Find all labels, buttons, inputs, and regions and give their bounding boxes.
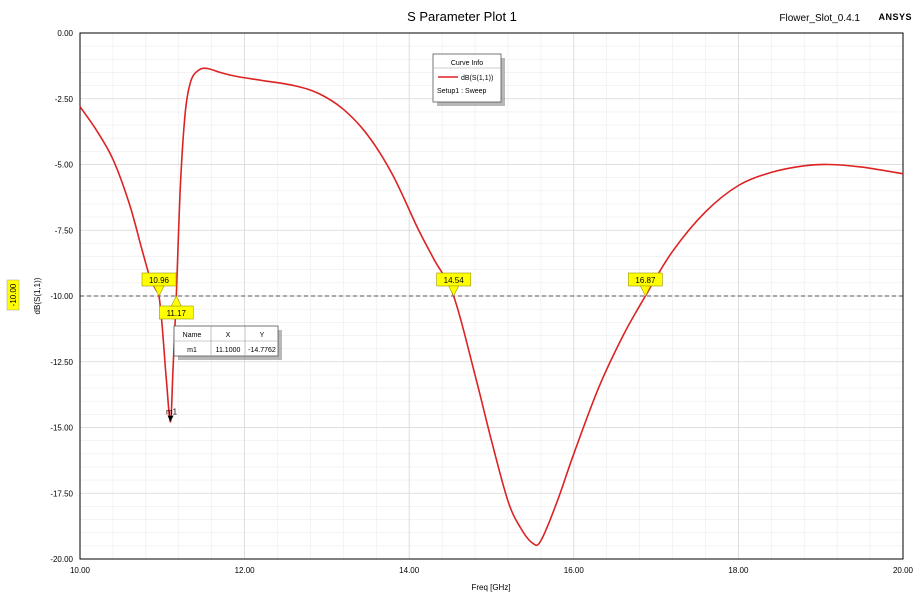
marker-label: 14.54 xyxy=(444,276,465,285)
table-header-y: Y xyxy=(260,332,265,339)
x-tick-label: 12.00 xyxy=(235,566,256,575)
x-axis-label: Freq [GHz] xyxy=(471,583,510,592)
crossing-marker[interactable]: 10.96 xyxy=(141,272,177,297)
legend-sub: Setup1 : Sweep xyxy=(437,88,487,95)
marker-table[interactable]: Name X Y m1 11.1000 -14.7762 xyxy=(173,325,282,360)
project-name: Flower_Slot_0.4.1 xyxy=(779,13,860,24)
marker-pointer xyxy=(153,285,165,297)
x-tick-label: 16.00 xyxy=(564,566,585,575)
y-tick-label: -20.00 xyxy=(50,555,73,564)
y-tick-label: -10.00 xyxy=(50,292,73,301)
marker-m1[interactable]: m1 xyxy=(166,408,178,422)
table-header-name: Name xyxy=(183,332,202,339)
y-tick-label: -17.50 xyxy=(50,489,73,498)
reference-badge: -10.00 xyxy=(6,279,20,311)
y-tick-label: -15.00 xyxy=(50,424,73,433)
m1-pointer xyxy=(167,415,174,422)
series-line-s11[interactable] xyxy=(79,67,904,547)
table-cell-name: m1 xyxy=(187,347,197,354)
marker-pointer xyxy=(639,285,651,297)
brand-logo: ANSYS xyxy=(878,12,912,22)
legend[interactable]: Curve Info dB(S(1,1)) Setup1 : Sweep xyxy=(432,53,505,106)
y-tick-label: -2.50 xyxy=(55,95,74,104)
x-tick-label: 20.00 xyxy=(893,566,914,575)
y-axis-label: dB(S(1,1)) xyxy=(33,277,42,314)
x-axis-ticks: 10.00 12.00 14.00 16.00 18.00 20.00 xyxy=(70,566,914,575)
grid xyxy=(79,32,904,560)
marker-pointer xyxy=(448,285,460,297)
y-tick-label: 0.00 xyxy=(57,29,73,38)
reference-badge-label: -10.00 xyxy=(9,283,18,306)
y-tick-label: -12.50 xyxy=(50,358,73,367)
plot-frame xyxy=(79,32,904,560)
crossing-markers: 10.96 11.17 14.54 16.87 xyxy=(141,272,663,320)
legend-entry: dB(S(1,1)) xyxy=(461,75,493,82)
marker-pointer xyxy=(170,295,182,307)
table-cell-x: 11.1000 xyxy=(216,347,241,354)
crossing-marker[interactable]: 16.87 xyxy=(628,272,663,297)
marker-label: 16.87 xyxy=(635,276,656,285)
legend-title: Curve Info xyxy=(451,60,483,67)
chart-title: S Parameter Plot 1 xyxy=(407,9,517,24)
y-tick-label: -7.50 xyxy=(55,226,74,235)
table-header-x: X xyxy=(226,332,231,339)
marker-label: 11.17 xyxy=(167,309,187,318)
x-tick-label: 18.00 xyxy=(728,566,749,575)
marker-label: 10.96 xyxy=(149,276,170,285)
crossing-marker[interactable]: 14.54 xyxy=(436,272,471,297)
x-tick-label: 14.00 xyxy=(399,566,420,575)
crossing-marker[interactable]: 11.17 xyxy=(158,295,194,320)
table-cell-y: -14.7762 xyxy=(248,347,276,354)
m1-label: m1 xyxy=(166,408,178,417)
x-tick-label: 10.00 xyxy=(70,566,91,575)
y-axis-ticks: 0.00 -2.50 -5.00 -7.50 -10.00 -12.50 -15.00 -17… xyxy=(50,29,73,564)
y-tick-label: -5.00 xyxy=(55,161,74,170)
